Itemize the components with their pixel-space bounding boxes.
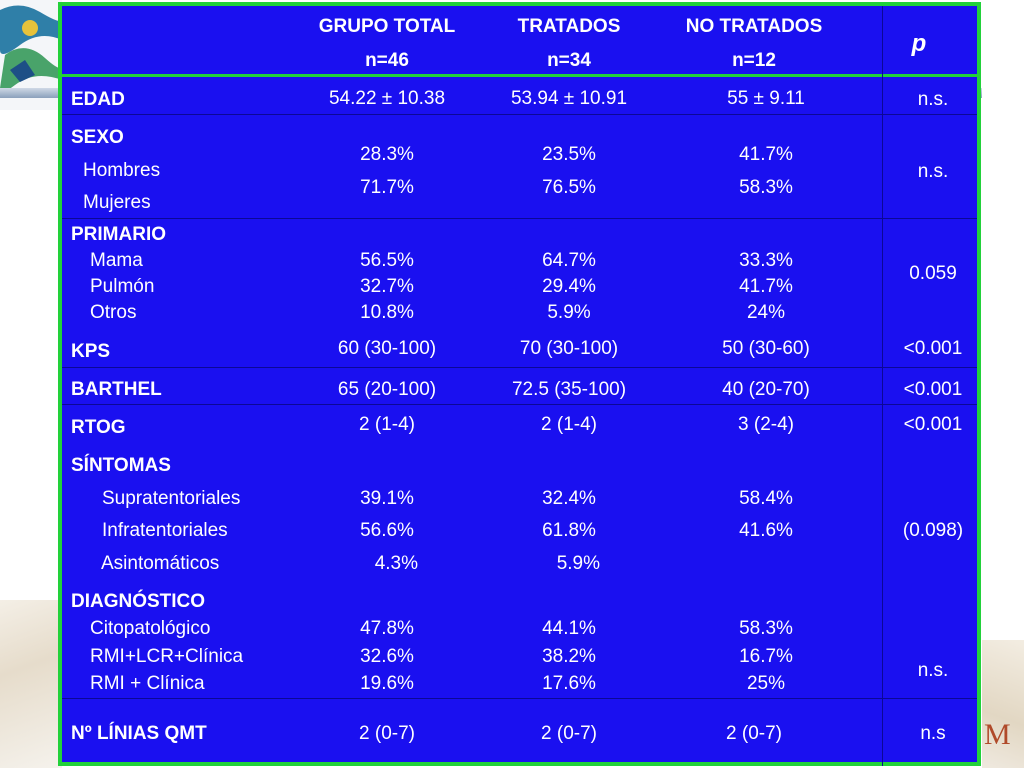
row-label-rtog: RTOG bbox=[71, 417, 126, 438]
cell-tratados: 72.5 (35-100) bbox=[511, 379, 627, 400]
row-label-mujeres: Mujeres bbox=[83, 192, 151, 213]
header-grupo-total-n: n=46 bbox=[365, 50, 409, 71]
row-label-barthel: BARTHEL bbox=[71, 379, 162, 400]
cell-total: 10.8% bbox=[360, 302, 414, 323]
cell-no-tratados: 3 (2-4) bbox=[738, 414, 794, 435]
cell-tratados: 64.7% bbox=[542, 250, 596, 271]
cell-tratados: 2 (1-4) bbox=[541, 414, 597, 435]
cell-no-tratados: 25% bbox=[746, 673, 786, 694]
cell-tratados: 70 (30-100) bbox=[519, 338, 619, 359]
row-label-mama: Mama bbox=[90, 250, 143, 271]
cell-no-tratados: 58.4% bbox=[739, 488, 793, 509]
cell-total: 56.5% bbox=[360, 250, 414, 271]
cell-p: <0.001 bbox=[903, 338, 963, 359]
cell-total: 4.3% bbox=[374, 553, 418, 574]
cell-tratados: 5.9% bbox=[547, 302, 591, 323]
cell-no-tratados: 33.3% bbox=[739, 250, 793, 271]
cell-tratados: 61.8% bbox=[542, 520, 596, 541]
cell-no-tratados: 40 (20-70) bbox=[722, 379, 810, 400]
corner-letter: M bbox=[984, 718, 1011, 751]
cell-no-tratados: 41.7% bbox=[739, 276, 793, 297]
cell-tratados: 29.4% bbox=[542, 276, 596, 297]
cell-p: <0.001 bbox=[903, 414, 963, 435]
cell-no-tratados: 55 ± 9.11 bbox=[727, 88, 805, 109]
row-label-rmi-lcr-clinica: RMI+LCR+Clínica bbox=[90, 646, 244, 667]
cell-tratados: 17.6% bbox=[542, 673, 596, 694]
row-divider bbox=[62, 404, 977, 405]
cell-total: 32.7% bbox=[360, 276, 414, 297]
cell-total: 47.8% bbox=[360, 618, 414, 639]
row-label-citopatologico: Citopatológico bbox=[90, 618, 211, 639]
cell-p: n.s. bbox=[917, 89, 949, 110]
cell-total: 54.22 ± 10.38 bbox=[328, 88, 446, 109]
cell-no-tratados: 58.3% bbox=[739, 177, 793, 198]
cell-total: 2 (0-7) bbox=[359, 723, 415, 744]
cell-total: 19.6% bbox=[360, 673, 414, 694]
cell-tratados: 44.1% bbox=[542, 618, 596, 639]
row-divider bbox=[62, 367, 977, 368]
row-divider bbox=[62, 698, 977, 699]
cell-no-tratados: 2 (0-7) bbox=[726, 723, 782, 744]
header-divider bbox=[62, 74, 977, 77]
header-bar-decoration bbox=[0, 88, 62, 98]
cell-p: n.s bbox=[920, 723, 946, 744]
row-divider bbox=[62, 114, 977, 115]
cell-no-tratados: 24% bbox=[746, 302, 786, 323]
background-image-decoration bbox=[982, 640, 1024, 768]
cell-tratados: 53.94 ± 10.91 bbox=[510, 88, 628, 109]
cell-tratados: 76.5% bbox=[542, 177, 596, 198]
cell-p: n.s. bbox=[917, 660, 949, 681]
background-image-decoration bbox=[0, 600, 62, 768]
header-tratados: TRATADOS bbox=[517, 16, 621, 37]
row-divider bbox=[62, 218, 977, 219]
row-label-sintomas: SÍNTOMAS bbox=[71, 455, 171, 476]
row-label-otros: Otros bbox=[90, 302, 137, 323]
cell-no-tratados: 58.3% bbox=[739, 618, 793, 639]
row-label-kps: KPS bbox=[71, 341, 111, 362]
cell-no-tratados: 50 (30-60) bbox=[722, 338, 810, 359]
cell-p: <0.001 bbox=[903, 379, 963, 400]
cell-no-tratados: 41.6% bbox=[739, 520, 793, 541]
cell-no-tratados: 16.7% bbox=[739, 646, 793, 667]
cell-total: 28.3% bbox=[360, 144, 414, 165]
row-label-asintomaticos: Asintomáticos bbox=[101, 553, 220, 574]
cell-tratados: 38.2% bbox=[542, 646, 596, 667]
row-label-pulmon: Pulmón bbox=[90, 276, 155, 297]
cell-tratados: 5.9% bbox=[556, 553, 600, 574]
header-no-tratados: NO TRATADOS bbox=[685, 16, 823, 37]
header-no-tratados-n: n=12 bbox=[732, 50, 776, 71]
row-label-primario: PRIMARIO bbox=[71, 224, 166, 245]
cell-p: (0.098) bbox=[902, 520, 964, 541]
cell-tratados: 32.4% bbox=[542, 488, 596, 509]
cell-total: 71.7% bbox=[360, 177, 414, 198]
row-label-diagnostico: DIAGNÓSTICO bbox=[71, 591, 206, 612]
cell-total: 39.1% bbox=[360, 488, 414, 509]
cell-p: n.s. bbox=[917, 161, 949, 182]
cell-total: 2 (1-4) bbox=[359, 414, 415, 435]
header-tratados-n: n=34 bbox=[547, 50, 591, 71]
row-label-rmi-clinica: RMI + Clínica bbox=[90, 673, 205, 694]
cell-total: 56.6% bbox=[360, 520, 414, 541]
row-label-sexo: SEXO bbox=[71, 127, 124, 148]
header-p: p bbox=[911, 30, 927, 57]
header-grupo-total: GRUPO TOTAL bbox=[318, 16, 456, 37]
results-table: GRUPO TOTAL n=46 TRATADOS n=34 NO TRATAD… bbox=[58, 2, 981, 766]
cell-total: 65 (20-100) bbox=[337, 379, 437, 400]
cell-no-tratados: 41.7% bbox=[739, 144, 793, 165]
row-label-qmt: Nº LÍNIAS QMT bbox=[71, 723, 207, 744]
cell-p: 0.059 bbox=[909, 263, 957, 284]
cell-tratados: 23.5% bbox=[542, 144, 596, 165]
cell-total: 32.6% bbox=[360, 646, 414, 667]
cell-total: 60 (30-100) bbox=[337, 338, 437, 359]
p-column-divider bbox=[882, 6, 883, 766]
row-label-edad: EDAD bbox=[71, 89, 125, 110]
row-label-supratentoriales: Supratentoriales bbox=[102, 488, 241, 509]
row-label-infratentoriales: Infratentoriales bbox=[102, 520, 228, 541]
cell-tratados: 2 (0-7) bbox=[541, 723, 597, 744]
row-label-hombres: Hombres bbox=[83, 160, 161, 181]
